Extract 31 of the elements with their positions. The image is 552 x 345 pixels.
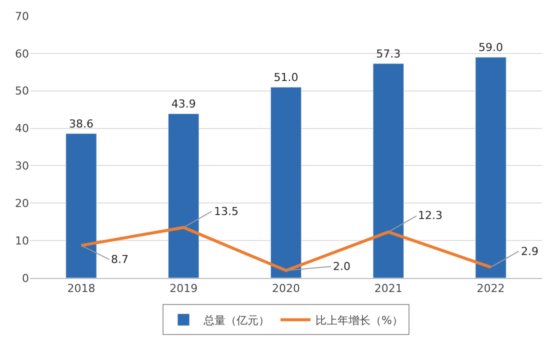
- data-label: 51.0: [274, 71, 298, 84]
- x-tick-label: 2021: [374, 282, 402, 296]
- bar: [168, 113, 200, 278]
- y-tick-label: 30: [15, 160, 29, 173]
- x-tick-label: 2020: [272, 282, 300, 296]
- x-tick-label: 2018: [67, 282, 96, 296]
- data-label: 8.7: [111, 253, 128, 266]
- y-tick-label: 20: [15, 196, 29, 210]
- data-label: 38.6: [68, 118, 94, 131]
- data-label: 57.3: [376, 48, 401, 61]
- bar: [270, 86, 302, 278]
- y-tick-label: 50: [15, 84, 29, 98]
- y-tick-label: 10: [15, 234, 29, 248]
- x-tick-label: 2022: [476, 282, 505, 296]
- y-tick-label: 60: [15, 47, 29, 60]
- data-label: 2.9: [521, 245, 538, 258]
- data-label: 59.0: [478, 41, 504, 54]
- y-tick-label: 0: [22, 272, 29, 285]
- data-label: 13.5: [214, 205, 238, 218]
- bar: [66, 133, 97, 278]
- data-label: 2.0: [333, 260, 350, 273]
- legend-label: 总量（亿元）: [202, 314, 270, 327]
- legend-label: 比上年增长（%）: [316, 314, 403, 327]
- y-tick-label: 70: [15, 10, 29, 23]
- data-label: 12.3: [418, 209, 442, 222]
- x-tick-label: 2019: [170, 282, 198, 296]
- bar: [475, 56, 506, 278]
- data-label: 43.9: [171, 98, 196, 111]
- y-tick-label: 40: [15, 122, 29, 136]
- bar: [372, 63, 404, 278]
- line-series: [80, 226, 492, 272]
